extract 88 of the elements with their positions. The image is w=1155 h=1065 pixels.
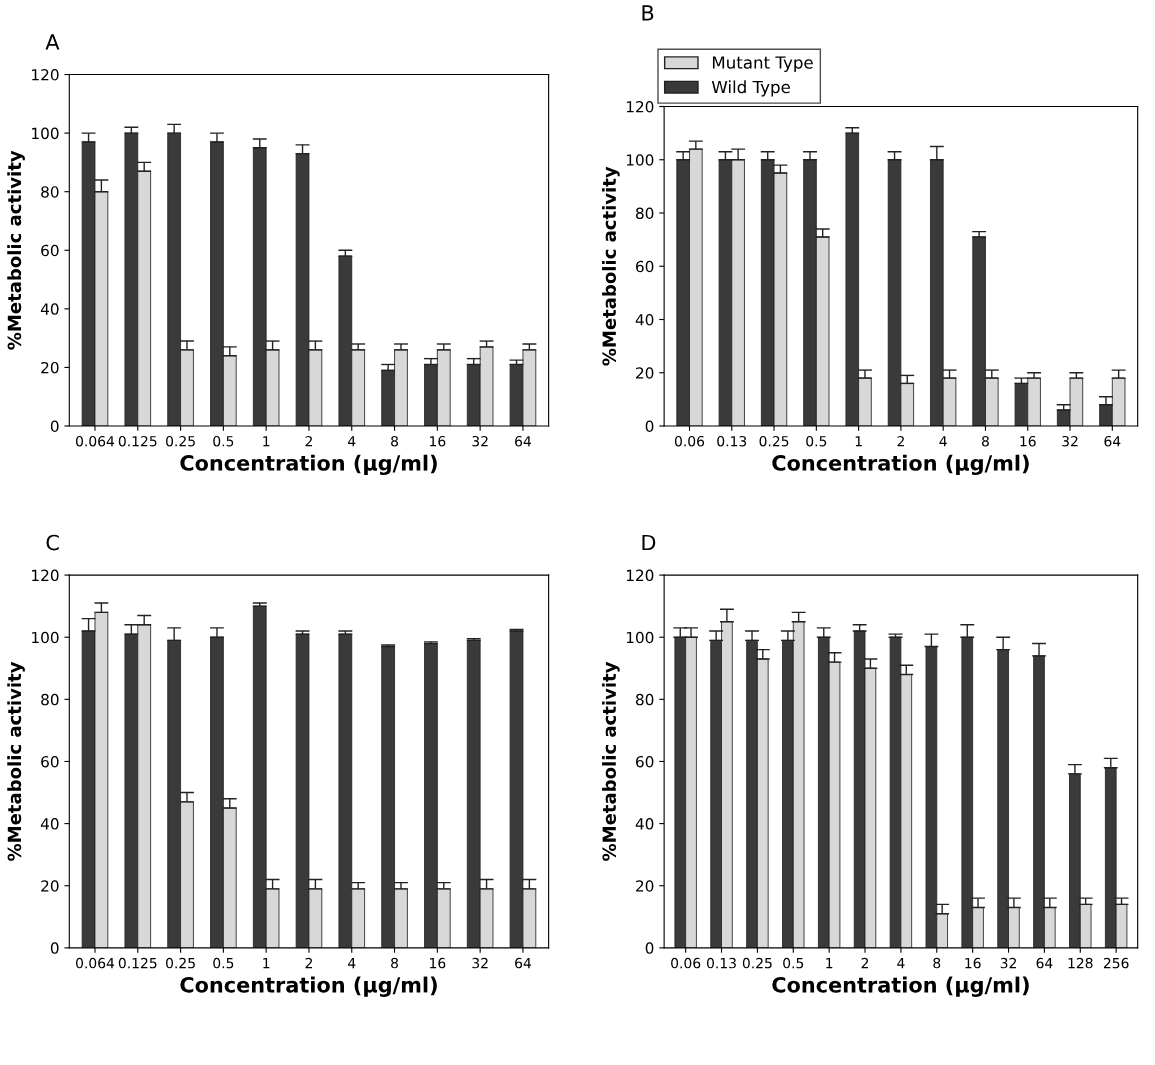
y-tick-label: 0 <box>645 420 654 433</box>
y-tick-label: 120 <box>32 569 59 582</box>
y-tick-label: 0 <box>50 942 59 954</box>
legend-label: Mutant Type <box>712 56 813 73</box>
x-tick-label: 16 <box>1020 435 1036 447</box>
x-tick-label: 0.06 <box>674 435 705 447</box>
y-tick-label: 80 <box>41 693 59 706</box>
x-tick-label: 1 <box>263 958 270 969</box>
y-tick-label: 80 <box>636 693 654 706</box>
x-axis-title: Concentration (µg/ml) <box>772 454 1029 476</box>
x-tick-label: 0.25 <box>742 957 772 969</box>
x-tick-label: 0.5 <box>213 435 234 447</box>
x-tick-label: 16 <box>430 957 446 969</box>
x-tick-label: 32 <box>472 957 488 969</box>
x-tick-label: 8 <box>933 957 941 969</box>
x-tick-label: 2 <box>305 435 312 447</box>
x-tick-label: 32 <box>1000 957 1016 969</box>
y-tick-label: 20 <box>41 361 59 374</box>
x-tick-label: 256 <box>1103 957 1129 969</box>
x-tick-label: 128 <box>1068 957 1093 969</box>
y-tick-label: 60 <box>636 260 654 273</box>
x-tick-label: 1 <box>855 436 862 447</box>
x-tick-label: 4 <box>897 958 905 969</box>
y-tick-label: 20 <box>636 367 654 379</box>
x-tick-label: 32 <box>472 435 488 447</box>
x-tick-label: 64 <box>1104 435 1121 447</box>
x-tick-label: 0.5 <box>213 957 234 969</box>
y-axis-title: %Metabolic activity <box>602 166 620 366</box>
x-tick-label: 0.25 <box>166 435 195 447</box>
y-tick-label: 100 <box>626 154 654 166</box>
x-tick-label: 0.25 <box>759 435 789 447</box>
y-tick-label: 0 <box>50 420 59 433</box>
x-tick-label: 8 <box>981 435 989 447</box>
x-tick-label: 0.25 <box>166 957 195 969</box>
x-tick-label: 1 <box>263 436 270 447</box>
x-tick-label: 16 <box>965 957 981 969</box>
x-tick-label: 0.064 <box>76 957 115 969</box>
y-axis-title: %Metabolic activity <box>602 661 620 861</box>
x-tick-label: 0.13 <box>717 435 747 447</box>
y-tick-label: 80 <box>41 186 59 198</box>
y-tick-label: 20 <box>636 880 654 892</box>
y-tick-label: 100 <box>626 631 654 644</box>
x-tick-label: 64 <box>515 957 531 969</box>
x-tick-label: 0.064 <box>76 435 115 447</box>
y-tick-label: 60 <box>41 755 59 768</box>
chart-title: B <box>642 5 654 21</box>
chart-title: C <box>46 534 59 551</box>
y-tick-label: 60 <box>41 244 59 257</box>
x-tick-label: 4 <box>348 958 356 969</box>
y-tick-label: 60 <box>636 755 654 768</box>
x-tick-label: 0.5 <box>806 435 827 447</box>
y-tick-label: 0 <box>645 942 654 954</box>
y-tick-label: 40 <box>40 303 59 315</box>
y-axis-title: %Metabolic activity <box>7 661 25 861</box>
chart-title: A <box>45 34 60 50</box>
x-tick-label: 32 <box>1062 435 1078 447</box>
x-tick-label: 8 <box>391 957 399 969</box>
x-axis-title: Concentration (µg/ml) <box>180 976 437 997</box>
x-tick-label: 2 <box>897 435 904 447</box>
x-tick-label: 0.13 <box>706 957 736 969</box>
x-tick-label: 0.125 <box>118 435 157 447</box>
chart-title: D <box>642 534 656 551</box>
y-tick-label: 120 <box>626 100 654 113</box>
x-tick-label: 0.125 <box>118 957 157 969</box>
x-tick-label: 4 <box>939 436 947 447</box>
y-tick-label: 40 <box>635 313 654 326</box>
legend-label: Wild Type <box>711 80 790 97</box>
x-tick-label: 64 <box>1036 957 1053 969</box>
x-tick-label: 2 <box>861 957 869 969</box>
y-tick-label: 120 <box>32 69 59 81</box>
x-axis-title: Concentration (µg/ml) <box>180 454 437 476</box>
y-tick-label: 120 <box>626 569 654 582</box>
y-tick-label: 100 <box>32 127 59 140</box>
y-tick-label: 40 <box>635 818 654 830</box>
x-tick-label: 0.06 <box>671 957 701 969</box>
x-tick-label: 0.5 <box>783 957 804 969</box>
x-tick-label: 1 <box>826 958 833 969</box>
y-tick-label: 40 <box>40 818 59 830</box>
x-tick-label: 4 <box>348 436 356 447</box>
x-tick-label: 16 <box>430 435 446 447</box>
x-tick-label: 8 <box>391 435 399 447</box>
x-axis-title: Concentration (µg/ml) <box>772 976 1029 997</box>
y-tick-label: 80 <box>636 207 654 220</box>
y-tick-label: 100 <box>32 631 59 644</box>
x-tick-label: 64 <box>515 435 531 447</box>
y-tick-label: 20 <box>41 880 59 892</box>
x-tick-label: 2 <box>305 957 312 969</box>
y-axis-title: %Metabolic activity <box>7 150 25 350</box>
